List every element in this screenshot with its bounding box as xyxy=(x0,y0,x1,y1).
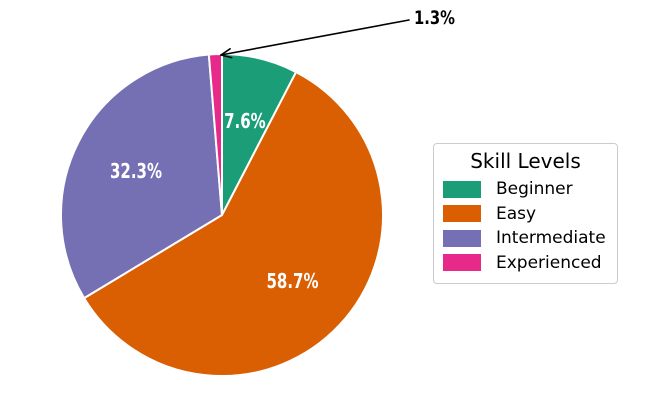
legend-label-beginner: Beginner xyxy=(496,179,573,200)
legend-label-intermediate: Intermediate xyxy=(496,228,606,249)
pie-pct-label-easy: 58.7% xyxy=(267,269,319,293)
legend-item-experienced: Experienced xyxy=(443,251,608,276)
legend-swatch-easy xyxy=(443,205,481,223)
pie-slice-easy xyxy=(83,71,384,377)
legend-label-experienced: Experienced xyxy=(496,252,602,273)
legend-swatch-intermediate xyxy=(443,229,481,247)
annotation-arrow-shaft xyxy=(220,19,410,56)
annotation-label: 1.3% xyxy=(414,7,455,29)
legend-item-beginner: Beginner xyxy=(443,177,608,202)
legend-item-intermediate: Intermediate xyxy=(443,226,608,251)
legend-swatch-beginner xyxy=(443,180,481,198)
pie-pct-label-beginner: 7.6% xyxy=(224,109,266,133)
pie-pct-label-intermediate: 32.3% xyxy=(110,159,162,183)
pie-percentage-labels: 7.6% 58.7% 32.3% xyxy=(110,109,319,293)
annotation-arrowhead-barb xyxy=(220,54,233,59)
pie-slice-intermediate xyxy=(60,53,223,300)
legend-title: Skill Levels xyxy=(470,149,581,173)
legend-swatch-experienced xyxy=(443,254,481,272)
pie-slices xyxy=(60,53,384,377)
legend-item-easy: Easy xyxy=(443,202,608,227)
annotation-arrowhead-barb xyxy=(220,47,231,56)
legend: Skill Levels Beginner Easy Intermediate … xyxy=(433,143,618,284)
annotation-arrow xyxy=(220,19,410,59)
legend-label-easy: Easy xyxy=(496,203,537,224)
